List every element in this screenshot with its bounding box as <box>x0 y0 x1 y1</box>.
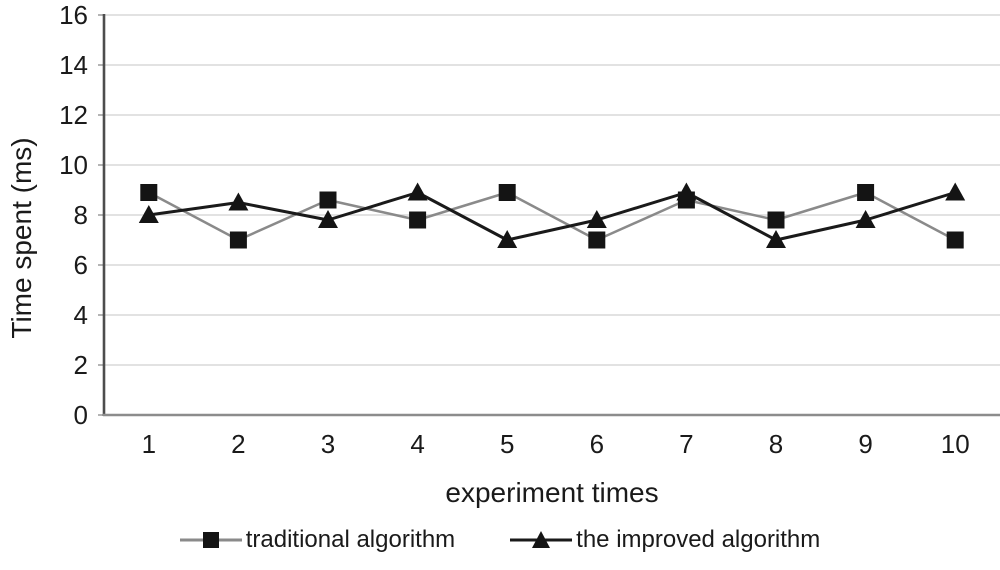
legend-item-improved-algorithm: the improved algorithm <box>510 526 820 554</box>
svg-text:6: 6 <box>74 250 88 280</box>
svg-text:3: 3 <box>321 429 335 459</box>
triangle-marker-icon <box>510 531 573 548</box>
svg-text:1: 1 <box>142 429 156 459</box>
legend-item-traditional-algorithm: traditional algorithm <box>179 526 456 554</box>
y-axis-labels: 0 2 4 6 8 10 12 14 16 <box>59 0 88 430</box>
svg-text:8: 8 <box>769 429 783 459</box>
svg-text:2: 2 <box>231 429 245 459</box>
gridlines <box>104 14 1000 366</box>
x-axis-labels: 1 2 3 4 5 6 7 8 9 10 <box>142 429 970 459</box>
svg-text:4: 4 <box>74 300 88 330</box>
svg-text:4: 4 <box>410 429 424 459</box>
legend-label: traditional algorithm <box>245 526 456 553</box>
legend: traditional algorithm the improved algor… <box>0 526 1000 554</box>
svg-text:9: 9 <box>858 429 872 459</box>
svg-text:7: 7 <box>679 429 693 459</box>
svg-text:12: 12 <box>59 100 88 130</box>
legend-label: the improved algorithm <box>576 526 821 553</box>
svg-text:14: 14 <box>59 50 88 80</box>
svg-text:10: 10 <box>941 429 970 459</box>
svg-text:5: 5 <box>500 429 514 459</box>
x-axis-title: experiment times <box>445 477 659 508</box>
svg-text:8: 8 <box>74 200 88 230</box>
svg-text:6: 6 <box>590 429 604 459</box>
svg-text:10: 10 <box>59 150 88 180</box>
svg-text:0: 0 <box>74 400 88 430</box>
axes <box>102 14 1000 417</box>
svg-text:2: 2 <box>74 350 88 380</box>
series-the-improved-algorithm <box>138 182 966 248</box>
series-traditional-algorithm <box>140 184 964 249</box>
square-marker-icon <box>179 532 242 548</box>
svg-text:16: 16 <box>59 0 88 30</box>
y-axis-title: Time spent (ms) <box>6 137 37 339</box>
